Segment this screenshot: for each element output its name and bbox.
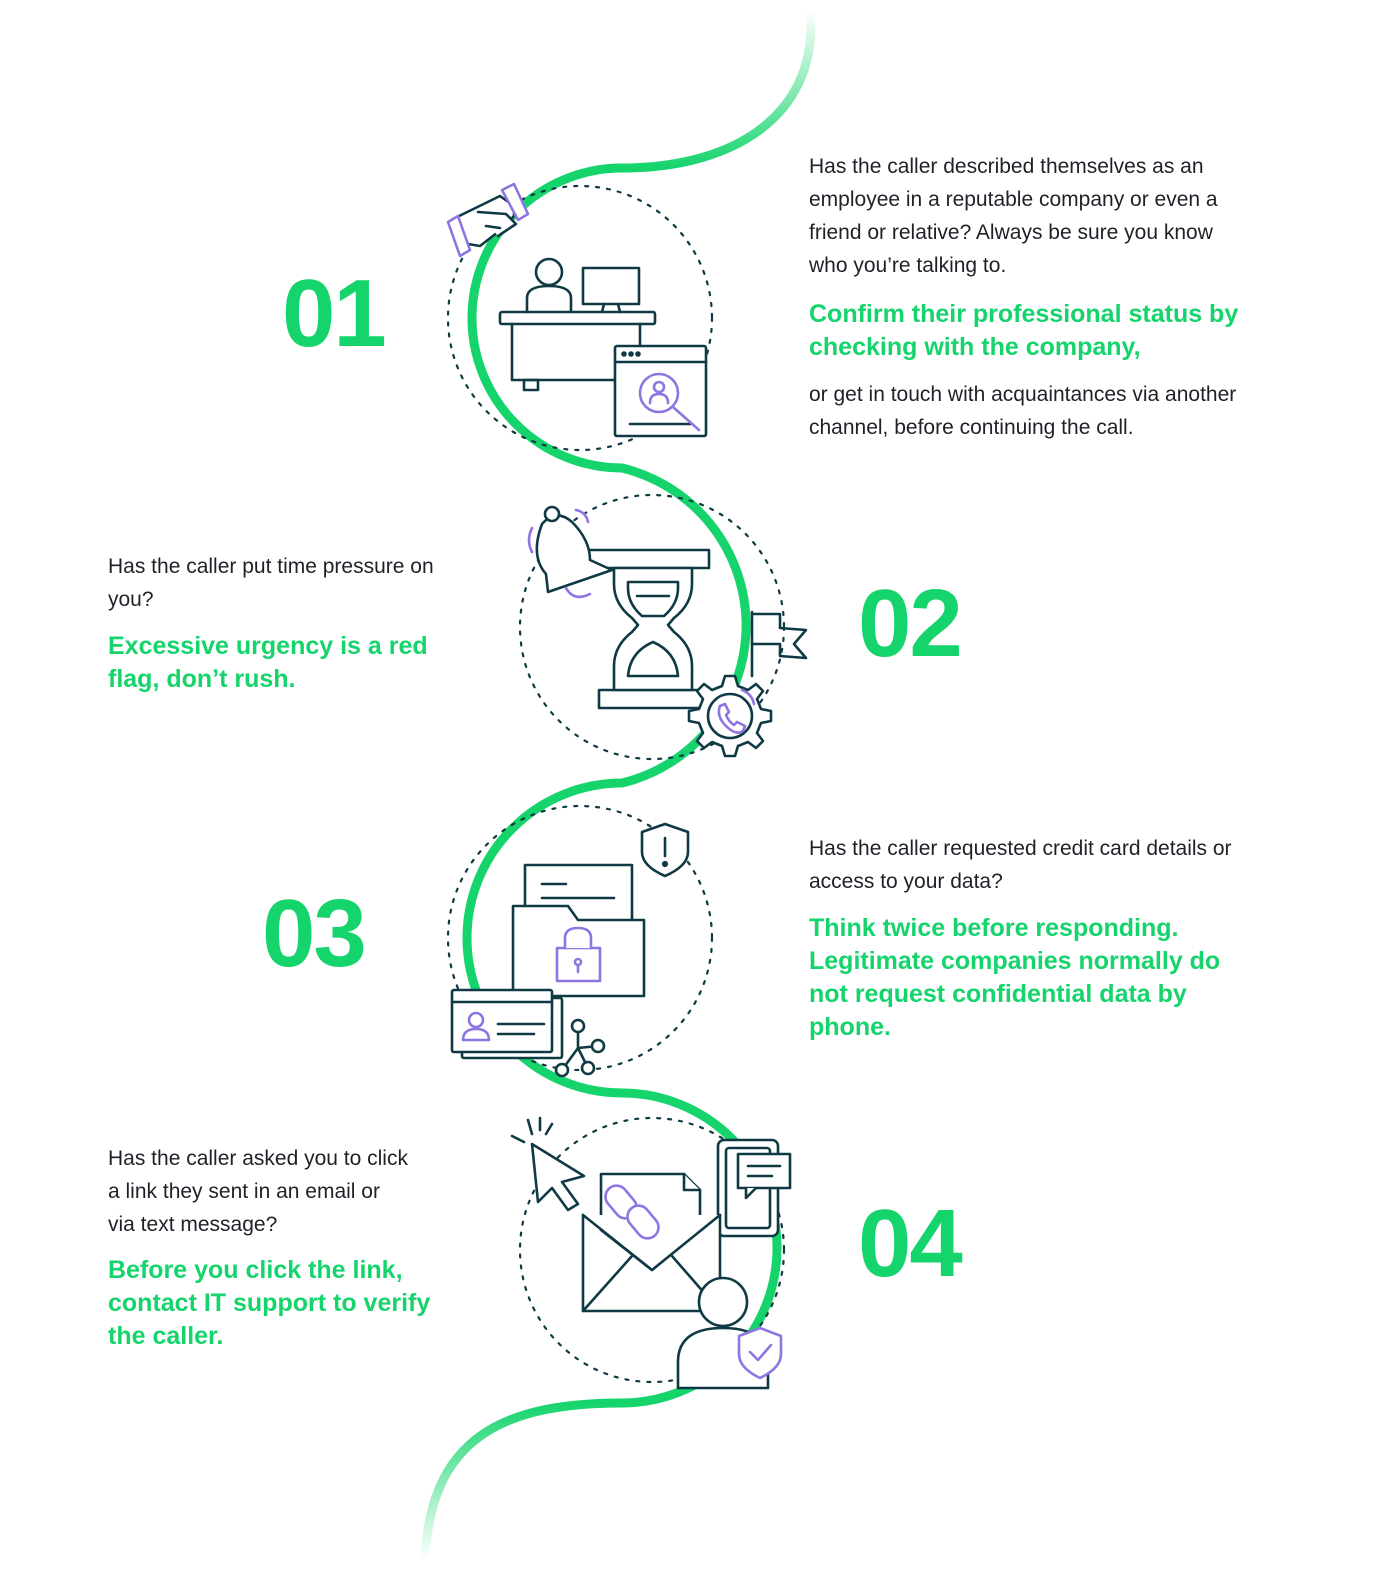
path-top-tail (617, 5, 816, 173)
warning-shield-icon (640, 822, 690, 878)
dashed-circle-4 (518, 1116, 786, 1384)
step-1-question: Has the caller described themselves as a… (809, 155, 1218, 277)
handshake-icon (446, 182, 530, 258)
step-1-note: or get in touch with acquaintances via a… (809, 383, 1237, 439)
step-2-number: 02 (858, 570, 963, 677)
step-1-number: 01 (282, 260, 387, 367)
path-bottom-tail (420, 1398, 627, 1565)
verified-user-icon (676, 1276, 783, 1390)
phone-gear-icon (687, 674, 773, 758)
alarm-bell-icon (527, 505, 614, 599)
hourglass-icon (567, 548, 711, 710)
profile-search-window-icon (613, 344, 708, 438)
step-3-question: Has the caller requested credit card det… (809, 837, 1232, 893)
id-card-icon (450, 988, 564, 1060)
step-3-number: 03 (262, 880, 367, 987)
step-4-question: Has the caller asked you to click a link… (108, 1147, 408, 1236)
dashed-circle-3 (446, 804, 714, 1072)
phone-message-icon (716, 1138, 792, 1238)
email-link-icon (581, 1172, 722, 1313)
cursor-click-icon (510, 1116, 586, 1212)
dashed-circle-1 (446, 184, 714, 452)
locked-folder-icon (511, 863, 646, 998)
flag-icon (750, 610, 808, 678)
desk-worker-icon (498, 257, 657, 392)
step-2-advice: Excessive urgency is a red flag, don’t r… (108, 632, 428, 693)
step-3-advice: Think twice before responding. Legitimat… (809, 914, 1221, 1041)
step-1-advice: Confirm their professional status by che… (809, 300, 1239, 361)
step-2-question: Has the caller put time pressure on you? (108, 555, 434, 611)
dashed-circle-2 (518, 493, 786, 761)
step-4-number: 04 (858, 1190, 963, 1297)
dashed-circles (446, 184, 786, 1384)
step-4-advice: Before you click the link, contact IT su… (108, 1256, 431, 1350)
network-nodes-icon (554, 1018, 606, 1078)
